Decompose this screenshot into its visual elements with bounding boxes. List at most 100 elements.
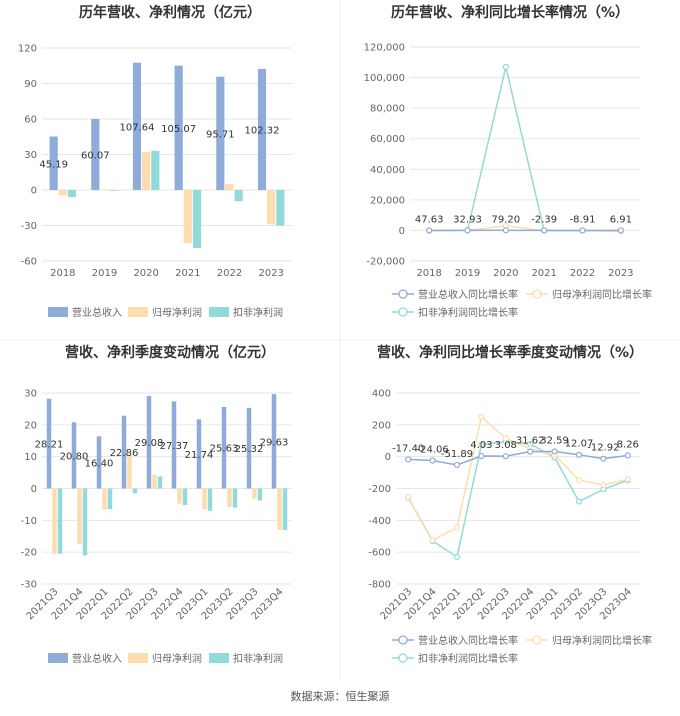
data-label: 47.63 <box>415 214 444 225</box>
chart-quarter_growth: 营收、净利同比增长率季度变动情况（%）4002000-200-400-600-8… <box>368 344 652 665</box>
chart-title: 历年营收、净利情况（亿元） <box>79 4 261 21</box>
series-point <box>601 456 606 461</box>
bar <box>233 489 238 508</box>
chart-title: 营收、净利同比增长率季度变动情况（%） <box>377 344 643 361</box>
data-label: 6.91 <box>610 214 632 225</box>
y-tick-label: 80,000 <box>370 104 405 115</box>
y-tick-label: -60 <box>21 257 37 268</box>
bar <box>158 476 163 488</box>
series-point <box>503 454 508 459</box>
x-tick-label: 2019 <box>92 268 117 279</box>
bar <box>184 190 192 243</box>
y-tick-label: -200 <box>368 484 391 495</box>
data-label: 95.71 <box>206 129 235 140</box>
x-tick-label: 2021 <box>175 268 200 279</box>
y-tick-label: -400 <box>368 516 391 527</box>
y-tick-label: 10 <box>24 452 37 463</box>
bar <box>102 489 107 510</box>
data-label: -2.39 <box>531 214 557 225</box>
y-tick-label: 30 <box>24 150 37 161</box>
chart-quarter_amount: 营收、净利季度变动情况（亿元）3020100-10-20-302021Q3202… <box>21 344 292 665</box>
x-tick-label: 2019 <box>455 268 480 279</box>
legend-swatch <box>533 290 541 298</box>
y-tick-label: -800 <box>368 580 391 591</box>
series-point <box>528 449 533 454</box>
bar <box>277 489 282 530</box>
y-tick-label: 90 <box>24 79 37 90</box>
legend-swatch <box>209 307 229 317</box>
series-point <box>503 64 508 69</box>
y-tick-label: 60,000 <box>370 134 405 145</box>
legend-label: 扣非净利润 <box>233 306 283 319</box>
legend-label: 营业总收入同比增长率 <box>418 634 518 647</box>
bar <box>133 489 138 494</box>
data-label: 32.93 <box>453 214 482 225</box>
y-tick-label: 0 <box>385 452 391 463</box>
y-tick-label: -30 <box>21 221 37 232</box>
y-tick-label: -20 <box>21 548 37 559</box>
bar <box>108 489 113 510</box>
legend-swatch <box>399 290 407 298</box>
bar <box>142 152 150 190</box>
bar <box>208 489 213 511</box>
legend-swatch <box>128 307 148 317</box>
y-tick-label: -10 <box>21 516 37 527</box>
bar <box>52 489 57 554</box>
y-tick-label: 0 <box>31 186 37 197</box>
series-point <box>465 228 470 233</box>
chart-title: 历年营收、净利同比增长率情况（%） <box>391 4 629 21</box>
legend-swatch <box>399 636 407 644</box>
data-label: 45.19 <box>39 159 68 170</box>
bar <box>100 189 108 190</box>
bar <box>252 489 257 499</box>
data-label: 102.32 <box>245 125 280 136</box>
y-tick-label: 120 <box>18 44 37 55</box>
legend-swatch <box>209 653 229 663</box>
y-tick-label: 30 <box>24 389 37 400</box>
y-tick-label: 100,000 <box>364 73 405 84</box>
data-label: 8.26 <box>617 439 639 450</box>
legend-swatch <box>399 654 407 662</box>
series-point <box>430 458 435 463</box>
legend-label: 营业总收入同比增长率 <box>418 288 518 301</box>
bar <box>235 190 243 201</box>
x-tick-label: 2018 <box>50 268 75 279</box>
series-point <box>577 499 582 504</box>
y-tick-label: 40,000 <box>370 165 405 176</box>
series-point <box>577 478 582 483</box>
legend-label: 归母净利润 <box>152 306 202 319</box>
y-tick-label: 20 <box>24 420 37 431</box>
series-point <box>625 477 630 482</box>
series-point <box>479 454 484 459</box>
series-point <box>580 228 585 233</box>
legend-swatch <box>533 636 541 644</box>
series-point <box>406 457 411 462</box>
chart-annual_amount: 历年营收、净利情况（亿元） 120 90 60 30 0 -30 -60 2018 2019 202… <box>18 4 292 319</box>
bar <box>68 190 76 197</box>
x-tick-label: 2020 <box>493 268 518 279</box>
bar <box>83 489 88 556</box>
y-tick-label: 200 <box>372 420 391 431</box>
legend-swatch <box>128 653 148 663</box>
bar <box>193 190 201 248</box>
series-point <box>503 228 508 233</box>
bar <box>283 489 288 530</box>
y-tick-label: 0 <box>399 226 405 237</box>
series-point <box>455 525 460 530</box>
y-tick-label: 400 <box>372 389 391 400</box>
bar <box>77 489 82 545</box>
y-tick-label: -20,000 <box>366 257 405 268</box>
series-point <box>552 449 557 454</box>
bar <box>58 489 63 554</box>
series-point <box>577 452 582 457</box>
y-tick-label: 120,000 <box>364 43 405 54</box>
data-label: -12.92 <box>587 443 619 454</box>
chart-title: 营收、净利季度变动情况（亿元） <box>65 344 275 361</box>
bar <box>59 190 67 195</box>
bar <box>152 475 157 489</box>
x-tick-label: 2018 <box>416 268 441 279</box>
bar <box>276 190 284 226</box>
y-tick-label: 60 <box>24 115 37 126</box>
legend-label: 扣非净利润同比增长率 <box>418 306 518 319</box>
series-point <box>406 495 411 500</box>
